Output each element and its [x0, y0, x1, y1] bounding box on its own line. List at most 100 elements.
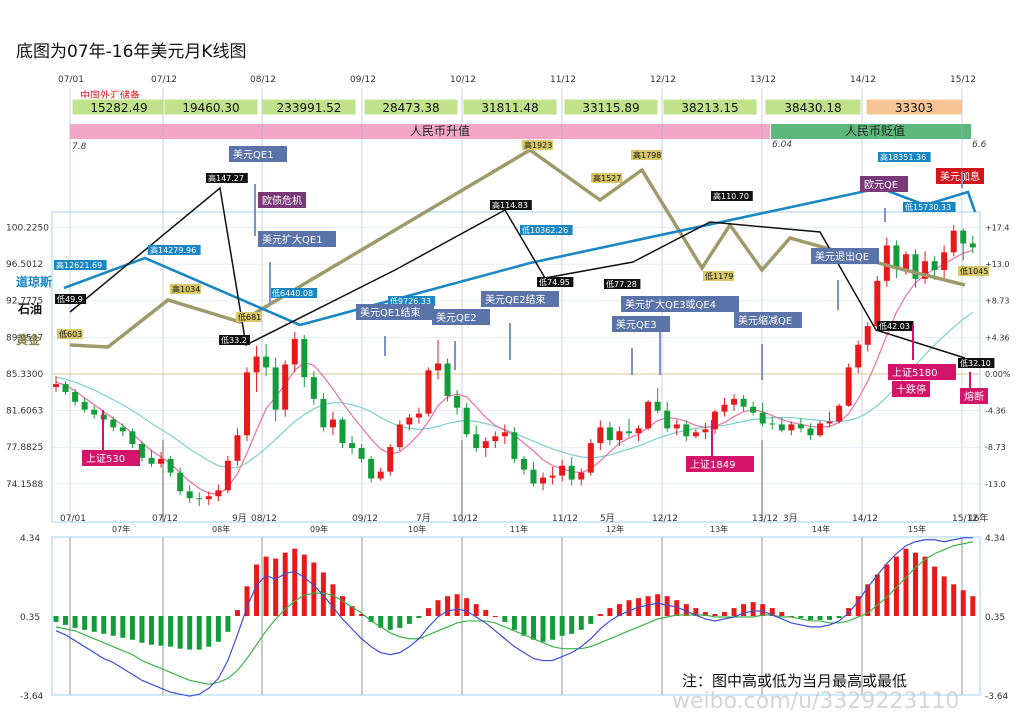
- left-tick-label: 74.1588: [6, 480, 43, 490]
- macd-bar: [215, 616, 221, 642]
- candle-body: [883, 245, 890, 281]
- macd-bar: [254, 564, 260, 616]
- macd-bar: [960, 590, 966, 616]
- candle-body: [549, 475, 556, 478]
- bottom-date-label: 3月: [783, 513, 798, 524]
- rmb-start-rate: 7.8: [72, 142, 87, 152]
- top-date-label: 15/12: [950, 75, 976, 85]
- bottom-date-label: 15/12: [952, 514, 978, 524]
- market-label-box: [960, 388, 988, 404]
- candle-body: [654, 401, 661, 411]
- macd-bar: [540, 616, 546, 642]
- rmb-down-bar: [771, 124, 971, 139]
- year-label: 07年: [112, 524, 130, 534]
- macd-bar: [349, 606, 355, 616]
- year-label: 15年: [908, 524, 926, 534]
- event-label: 美元缩减QE: [738, 314, 792, 327]
- macd-bar: [741, 604, 747, 616]
- value-tag: 低9726.33: [390, 296, 431, 306]
- candle-body: [81, 401, 88, 410]
- candle-body: [778, 424, 785, 431]
- macd-bar: [722, 612, 727, 616]
- macd-bar: [712, 614, 718, 616]
- year-label: 13年: [710, 524, 728, 534]
- candle-body: [482, 441, 489, 449]
- value-tag: 高14279.96: [150, 245, 196, 255]
- candle-body: [931, 261, 938, 271]
- macd-bar: [397, 616, 403, 628]
- gold-line: [69, 147, 966, 349]
- value-tag-box: [57, 329, 83, 339]
- macd-bar: [559, 616, 565, 636]
- left-tick-label: 85.3300: [6, 370, 43, 380]
- bottom-date-label: 10/12: [452, 514, 478, 524]
- fx-reserve-value: 38213.15: [681, 101, 738, 115]
- macd-bar: [893, 556, 899, 616]
- event-label: 美元QE2: [436, 311, 477, 324]
- candle-body: [893, 245, 900, 270]
- event-label: 美元退出QE: [815, 250, 869, 263]
- candle-body: [329, 419, 336, 428]
- candle-body: [950, 230, 957, 253]
- candle-body: [702, 429, 709, 433]
- value-tag: 高1923: [524, 140, 552, 150]
- top-date-label: 14/12: [850, 75, 876, 85]
- macd-bar: [569, 616, 575, 634]
- value-tag-box: [148, 245, 201, 255]
- candle-body: [62, 384, 69, 392]
- macd-bar: [702, 612, 708, 616]
- candle-body: [368, 458, 375, 479]
- candle-body: [606, 427, 613, 441]
- candle-body: [587, 443, 594, 473]
- macd-bar: [903, 548, 909, 616]
- candle-body: [320, 398, 327, 428]
- event-label-box: [258, 192, 306, 208]
- event-label: 欧债危机: [262, 194, 302, 207]
- market-label-box: [82, 450, 140, 466]
- value-tag-box: [270, 288, 318, 298]
- macd-bar: [807, 616, 813, 620]
- value-tag: 低1045: [960, 266, 988, 276]
- macd-bar: [282, 552, 288, 616]
- candle-body: [358, 448, 365, 459]
- macd-bar: [311, 562, 317, 616]
- macd-left-tick: -3.64: [20, 692, 44, 702]
- fx-reserve-value: 33115.89: [582, 101, 639, 115]
- year-label: 12年: [606, 524, 624, 534]
- macd-bar: [865, 584, 871, 616]
- top-date-label: 11/12: [550, 75, 576, 85]
- candle-body: [72, 391, 79, 402]
- macd-bar: [626, 600, 632, 616]
- year-label: 08年: [212, 524, 230, 534]
- candle-body: [349, 443, 356, 449]
- right-tick-label: -13.0: [985, 480, 1006, 489]
- macd-bar: [168, 616, 174, 647]
- market-label: 熔断: [964, 390, 984, 403]
- top-date-label: 09/12: [350, 75, 376, 85]
- value-tag: 低49.9: [57, 294, 83, 304]
- macd-bar: [72, 616, 78, 628]
- macd-frame: [51, 536, 981, 696]
- year-label: 14年: [812, 524, 830, 534]
- macd-bar: [225, 616, 231, 632]
- rmb-up-bar: [70, 124, 770, 139]
- macd-right-tick: -3.64: [985, 692, 1009, 702]
- macd-bar: [110, 616, 116, 636]
- value-tag-box: [206, 173, 248, 183]
- right-tick-label: 0.00%: [985, 370, 1011, 379]
- macd-bar: [196, 616, 202, 650]
- candle-body: [912, 254, 919, 279]
- value-tag: 低77.28: [606, 279, 637, 289]
- bottom-date-label: 16年: [968, 512, 988, 524]
- candle-body: [435, 363, 441, 371]
- macd-bar: [531, 616, 536, 640]
- macd-bar: [798, 616, 804, 618]
- candle-body: [377, 471, 384, 479]
- candle-body: [559, 465, 566, 476]
- value-tag: 低32.10: [960, 358, 991, 368]
- macd-bar: [359, 614, 365, 616]
- candle-body: [291, 338, 298, 365]
- macd-bar: [922, 556, 928, 616]
- watermark: weibo.com/u/3329223110: [672, 689, 959, 713]
- right-tick-label: +13.0: [985, 260, 1010, 269]
